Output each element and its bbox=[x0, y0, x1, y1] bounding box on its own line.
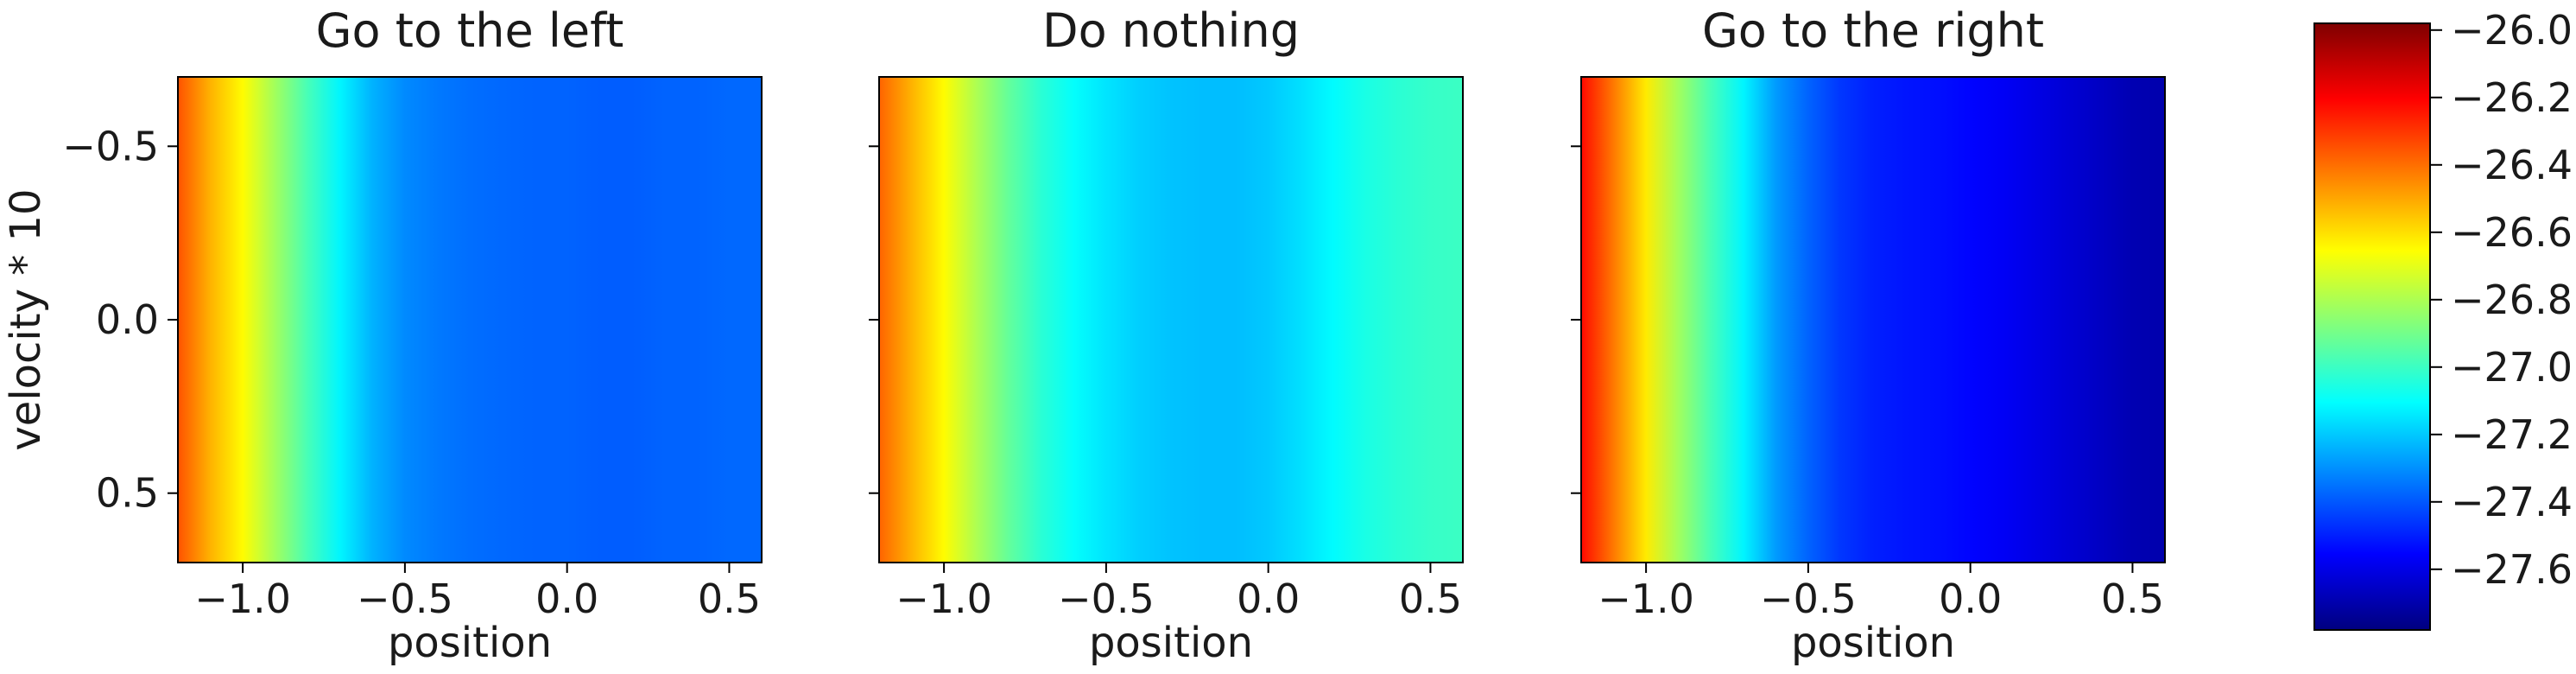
x-tick-label: −0.5 bbox=[1760, 575, 1857, 622]
colorbar-gradient bbox=[2314, 23, 2430, 630]
colorbar-tick-label: −27.2 bbox=[2451, 411, 2573, 458]
y-tick-label: 0.5 bbox=[96, 470, 159, 517]
y-tick-label: 0.0 bbox=[96, 296, 159, 343]
colorbar-tick-label: −27.4 bbox=[2451, 479, 2573, 525]
panel-title: Go to the right bbox=[1702, 3, 2044, 58]
x-tick-label: −1.0 bbox=[194, 575, 291, 622]
colorbar: −26.0 −26.2 −26.4 −26.6 −26.8 −27.0 −27.2 −27.4… bbox=[2313, 7, 2573, 631]
colorbar-tick-label: −26.2 bbox=[2451, 74, 2573, 121]
x-tick-label: −0.5 bbox=[357, 575, 453, 622]
x-tick-label: 0.0 bbox=[1237, 575, 1300, 622]
colorbar-tick-label: −26.6 bbox=[2451, 209, 2573, 256]
x-tick-label: 0.5 bbox=[1399, 575, 1462, 622]
x-axis-label: position bbox=[1089, 619, 1253, 667]
x-tick-label: 0.0 bbox=[535, 575, 598, 622]
x-tick-label: −0.5 bbox=[1058, 575, 1155, 622]
colorbar-tick-label: −26.4 bbox=[2451, 142, 2573, 188]
heatmap-image bbox=[178, 77, 762, 563]
heatmap-image bbox=[879, 77, 1463, 563]
colorbar-tick-label: −26.8 bbox=[2451, 277, 2573, 323]
x-tick-label: 0.5 bbox=[2101, 575, 2164, 622]
heatmap-image bbox=[1581, 77, 2165, 563]
heatmap-panel-1: −1.0 −0.5 0.0 0.5 −0.5 0.0 0.5 Go to the left po… bbox=[2, 3, 763, 667]
panel-title: Go to the left bbox=[316, 3, 624, 58]
colorbar-tick-label: −27.0 bbox=[2451, 344, 2573, 391]
y-axis-label: velocity * 10 bbox=[2, 188, 50, 450]
x-axis-label: position bbox=[1791, 619, 1955, 667]
x-tick-label: −1.0 bbox=[896, 575, 992, 622]
heatmap-panel-2: −1.0 −0.5 0.0 0.5 Do nothing position bbox=[869, 3, 1464, 667]
heatmap-panel-3: −1.0 −0.5 0.0 0.5 Go to the right position bbox=[1571, 3, 2166, 667]
panel-title: Do nothing bbox=[1042, 3, 1300, 58]
x-tick-label: −1.0 bbox=[1598, 575, 1694, 622]
colorbar-tick-label: −26.0 bbox=[2451, 7, 2573, 54]
x-tick-label: 0.5 bbox=[698, 575, 761, 622]
x-tick-label: 0.0 bbox=[1939, 575, 2002, 622]
y-tick-label: −0.5 bbox=[62, 123, 159, 169]
colorbar-frame bbox=[2313, 22, 2431, 631]
colorbar-tick-label: −27.6 bbox=[2451, 546, 2573, 593]
x-axis-label: position bbox=[388, 619, 552, 667]
